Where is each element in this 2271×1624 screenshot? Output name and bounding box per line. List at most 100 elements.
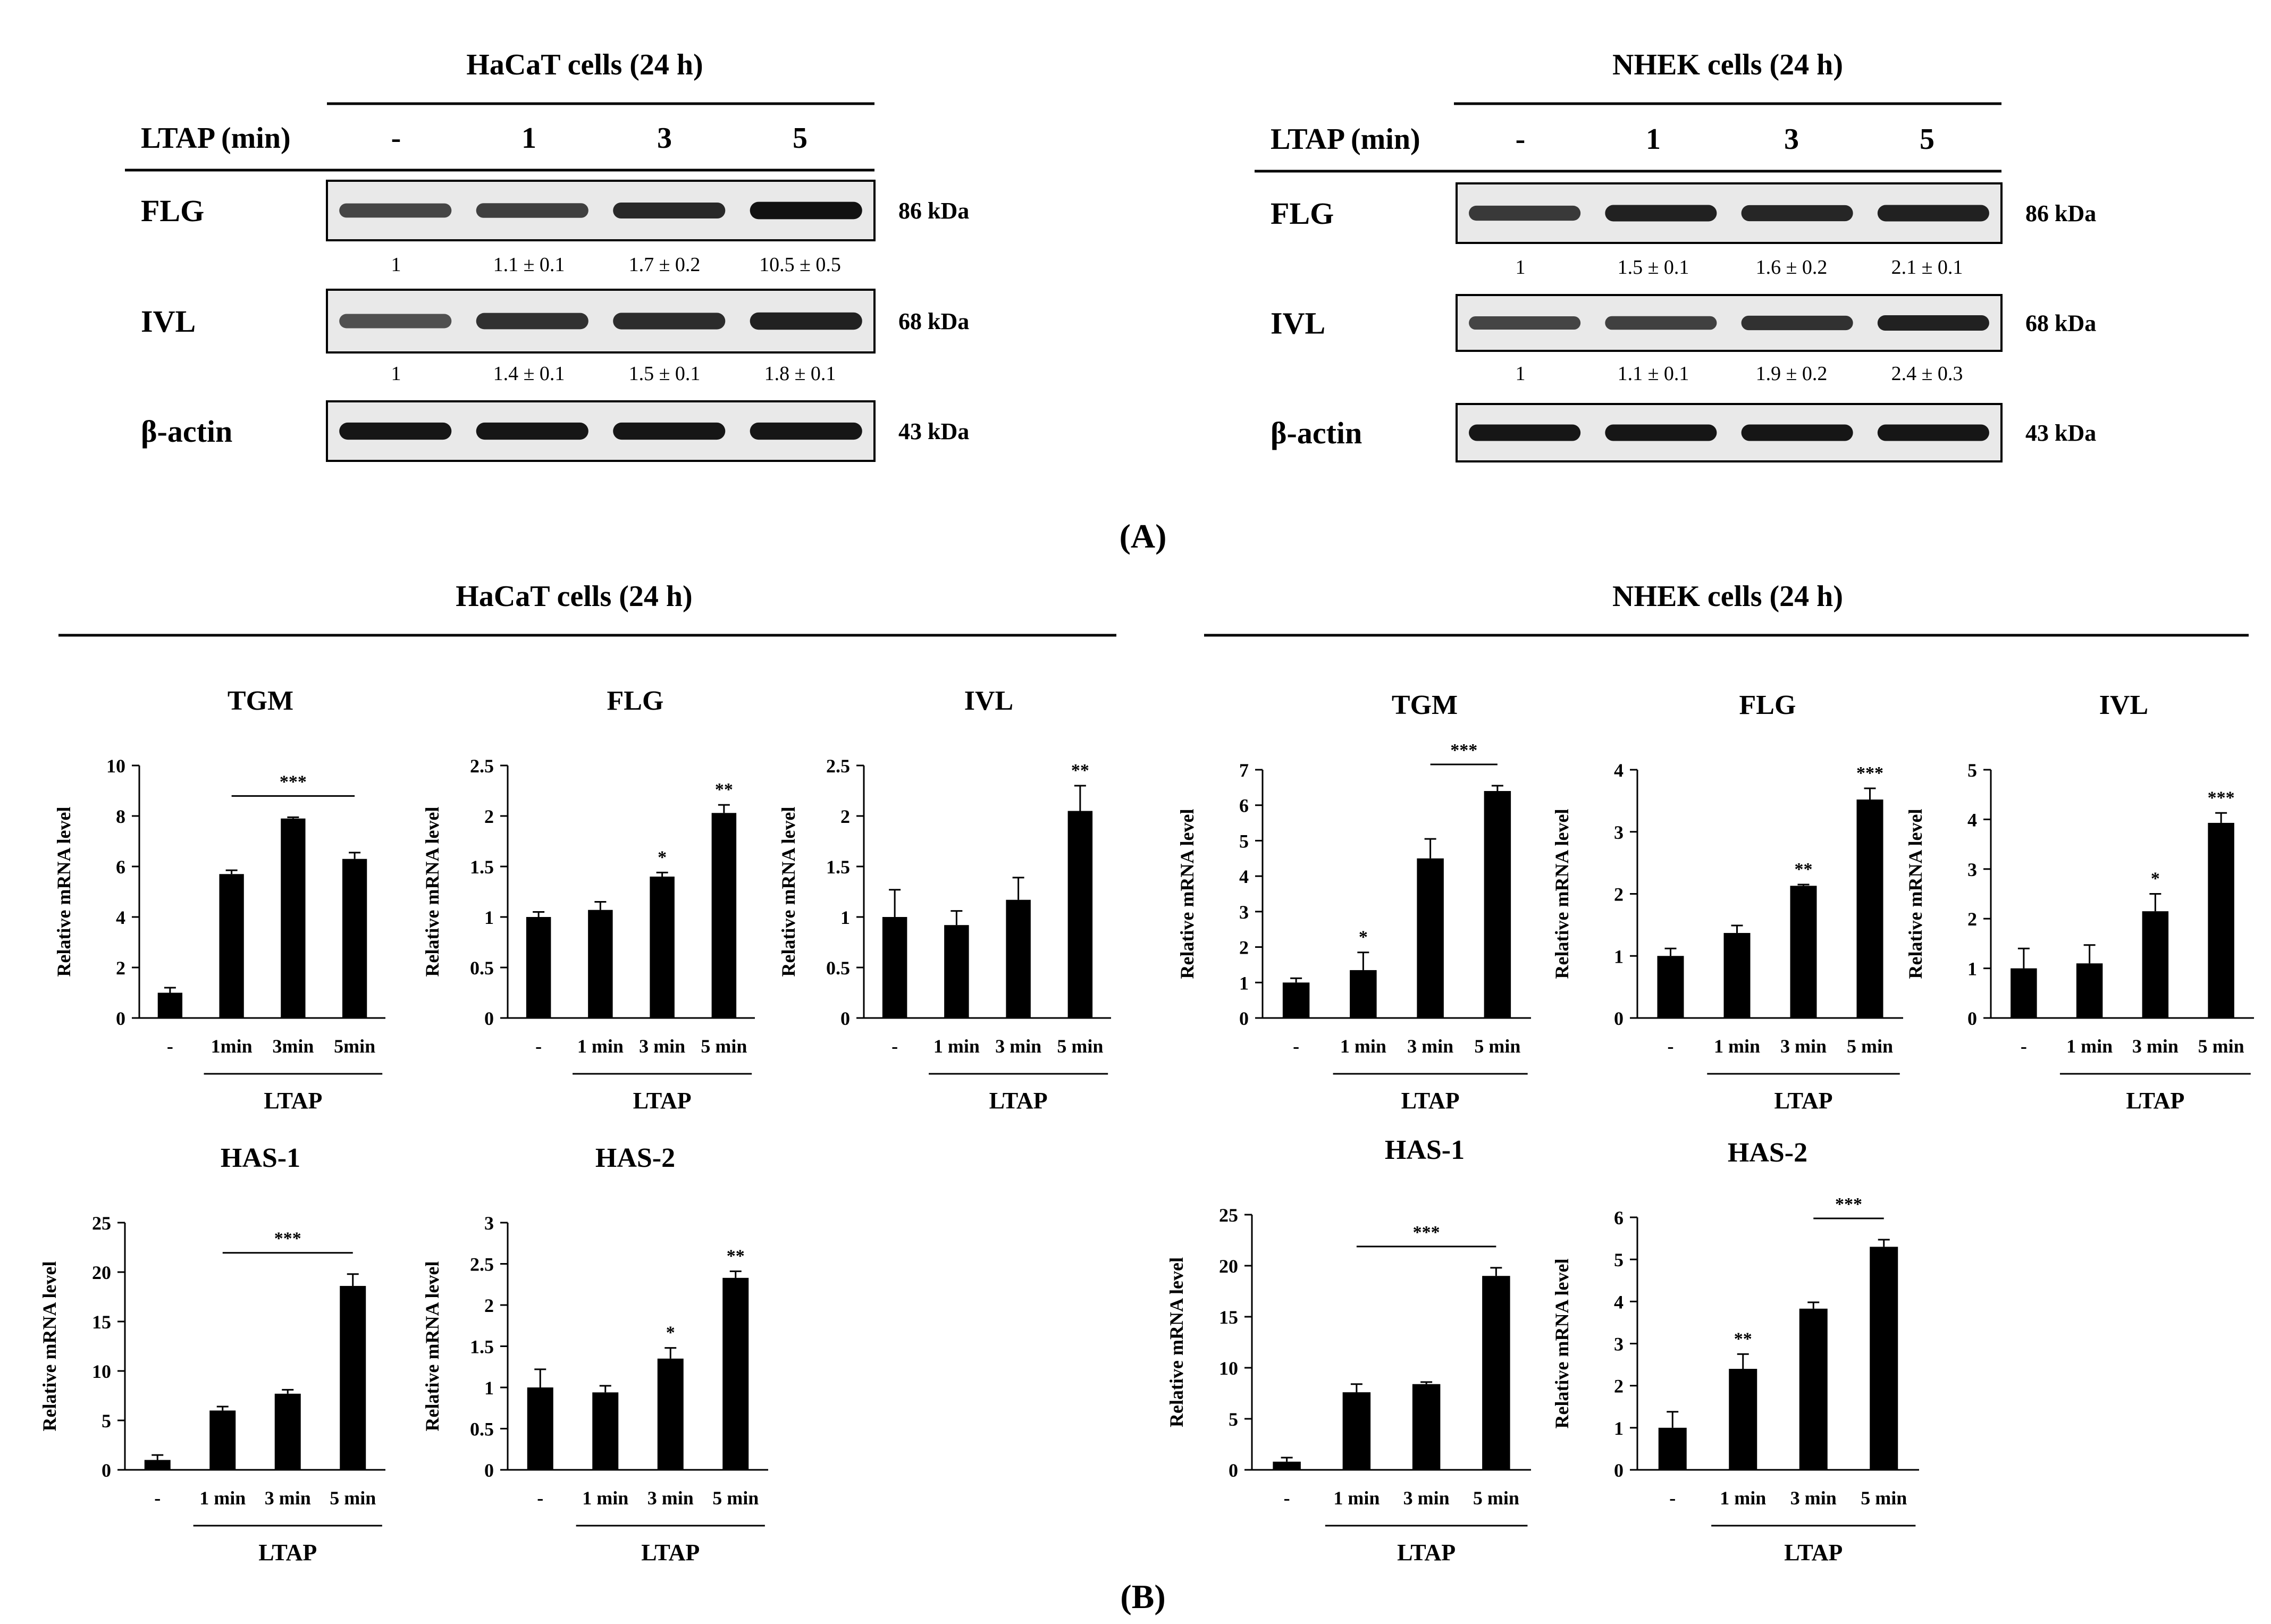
blot-band (476, 313, 588, 330)
y-tick-label: 2.5 (470, 755, 494, 777)
bar-chart-has-2: HAS-2 Relative mRNA level 0 1 2 3 4 5 6 - 1 min ** 3… (1551, 1138, 1919, 1566)
band-quantification: 1.5 ± 0.1 (629, 363, 701, 385)
bar (1342, 1392, 1371, 1470)
y-tick-label: 25 (1219, 1205, 1238, 1226)
bar (711, 813, 737, 1018)
y-tick-label: 0 (484, 1460, 494, 1481)
band-quantification: 1.7 ± 0.2 (629, 254, 701, 276)
y-axis-label: Relative mRNA level (1905, 809, 1926, 979)
y-tick-label: 25 (92, 1213, 111, 1234)
bar (1657, 956, 1684, 1018)
bar (882, 917, 907, 1018)
y-tick-label: 0 (116, 1008, 125, 1029)
lane-label: 3 (657, 122, 672, 155)
y-tick-label: 2 (116, 957, 125, 979)
treatment-label: LTAP (min) (141, 122, 291, 155)
y-tick-label: 5 (1239, 830, 1249, 852)
chart-title: HAS-2 (1728, 1138, 1807, 1168)
significance-stars: ** (1071, 761, 1089, 780)
panel-b-group-title-nhek: NHEK cells (24 h) (1612, 580, 1843, 613)
y-tick-label: 1.5 (470, 856, 494, 878)
blot-band (1877, 205, 1989, 222)
blot-band (750, 422, 862, 440)
y-tick-label: 3 (484, 1213, 494, 1234)
significance-stars: * (666, 1323, 675, 1343)
bar (1006, 899, 1031, 1018)
x-tick-label: 3 min (265, 1487, 311, 1509)
band-quantification: 1.1 ± 0.1 (1618, 363, 1689, 385)
bar-chart-has-1: HAS-1 Relative mRNA level 0 5 10 15 20 25 - 1 min… (1166, 1135, 1531, 1566)
significance-stars: ** (727, 1246, 745, 1266)
bar (340, 1286, 366, 1470)
y-axis-label: Relative mRNA level (422, 1261, 443, 1432)
bar-chart-tgm: TGM Relative mRNA level 0 1 2 3 4 5 6 7 - 1 min * 3 m… (1176, 690, 1531, 1114)
lane-label: 3 (1784, 123, 1799, 156)
x-tick-label: 3min (272, 1036, 314, 1057)
x-tick-label: 1min (211, 1036, 253, 1057)
significance-stars: * (658, 847, 667, 867)
x-tick-label: 3 min (1790, 1487, 1837, 1509)
lane-label: - (391, 122, 401, 155)
lane-label: - (1516, 123, 1526, 156)
bar (342, 859, 367, 1018)
blot-band (476, 422, 588, 440)
y-tick-label: 2 (484, 806, 494, 827)
x-tick-label: - (2021, 1036, 2027, 1057)
blot-band (1877, 315, 1989, 331)
protein-label-ivl: IVL (1271, 306, 1325, 341)
ltap-group-label: LTAP (1401, 1088, 1460, 1114)
x-tick-label: - (154, 1487, 161, 1509)
y-tick-label: 10 (1219, 1358, 1238, 1379)
y-tick-label: 1 (484, 1377, 494, 1399)
bar-chart-has-1: HAS-1 Relative mRNA level 0 5 10 15 20 25 - 1 min… (39, 1143, 385, 1566)
bar (2011, 968, 2037, 1018)
y-tick-label: 5 (1614, 1249, 1624, 1270)
kda-label: 68 kDa (898, 308, 969, 334)
kda-label: 43 kDa (898, 418, 969, 444)
y-tick-label: 3 (1614, 1334, 1624, 1355)
band-quantification: 1.4 ± 0.1 (493, 363, 565, 385)
y-axis-label: Relative mRNA level (1176, 809, 1198, 979)
ltap-group-label: LTAP (258, 1539, 317, 1566)
x-tick-label: - (167, 1036, 173, 1057)
bar (1412, 1384, 1441, 1470)
y-tick-label: 0 (1967, 1008, 1977, 1029)
chart-title: FLG (1739, 690, 1796, 720)
x-tick-label: 3 min (1780, 1036, 1827, 1057)
blot-band (1741, 205, 1853, 222)
blot-band (339, 314, 452, 329)
bar (157, 992, 183, 1018)
y-tick-label: 20 (92, 1262, 111, 1283)
bar (1658, 1427, 1687, 1470)
y-tick-label: 0.5 (470, 957, 494, 979)
x-tick-label: - (1668, 1036, 1674, 1057)
blot-band (613, 202, 726, 219)
y-tick-label: 2 (840, 806, 850, 827)
chart-title: FLG (607, 686, 664, 716)
y-tick-label: 8 (116, 806, 125, 827)
blot-band (750, 312, 862, 330)
x-tick-label: - (537, 1487, 543, 1509)
x-tick-label: - (535, 1036, 542, 1057)
blot-band (1469, 205, 1581, 221)
y-axis-label: Relative mRNA level (1166, 1257, 1187, 1427)
y-tick-label: 1 (1614, 1418, 1624, 1439)
bar (144, 1460, 171, 1470)
blot-band (613, 422, 726, 440)
x-tick-label: 3 min (639, 1036, 685, 1057)
panel-a-label: (A) (1120, 517, 1167, 555)
y-tick-label: 1 (1239, 972, 1249, 994)
x-tick-label: 1 min (577, 1036, 624, 1057)
x-tick-label: 5 min (1474, 1036, 1520, 1057)
bar (588, 910, 613, 1018)
chart-title: IVL (2099, 690, 2148, 720)
bar (1350, 970, 1377, 1018)
blot-title: HaCaT cells (24 h) (466, 48, 703, 81)
bar (1723, 933, 1751, 1018)
bar (1870, 1247, 1898, 1470)
bar (1067, 811, 1093, 1018)
protein-label-actin: β-actin (1271, 416, 1362, 450)
ltap-group-label: LTAP (1774, 1088, 1832, 1114)
bar (2142, 911, 2169, 1018)
